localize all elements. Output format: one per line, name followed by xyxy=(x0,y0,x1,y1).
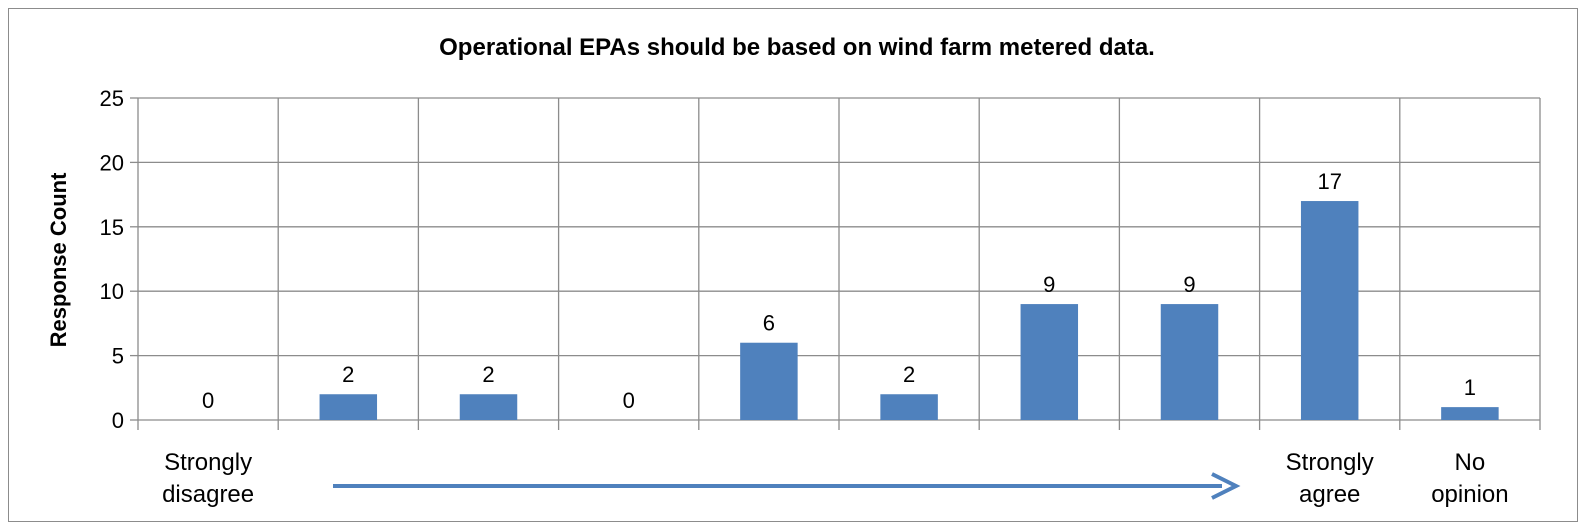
y-tick-label: 20 xyxy=(100,150,124,175)
data-label: 2 xyxy=(903,362,915,387)
arrow-head xyxy=(1211,472,1241,500)
bar xyxy=(1160,304,1219,420)
y-tick-label: 10 xyxy=(100,279,124,304)
data-label: 6 xyxy=(763,311,775,336)
data-label: 17 xyxy=(1317,169,1341,194)
category-label: Strongly agree xyxy=(1286,449,1374,508)
category-label: Strongly disagree xyxy=(162,449,254,508)
y-tick-label: 25 xyxy=(100,86,124,111)
data-label: 2 xyxy=(482,362,494,387)
category-labels: Strongly disagree Strongly agree No opinion xyxy=(162,449,1509,508)
bar xyxy=(459,394,518,420)
data-label: 1 xyxy=(1464,375,1476,400)
bar xyxy=(319,394,378,420)
bar xyxy=(1300,201,1359,420)
y-tick-label: 0 xyxy=(112,408,124,433)
scale-arrow xyxy=(333,472,1241,500)
data-label: 0 xyxy=(623,388,635,413)
chart-title: Operational EPAs should be based on wind… xyxy=(439,34,1155,61)
data-label: 9 xyxy=(1043,272,1055,297)
bar xyxy=(1441,407,1499,420)
bar xyxy=(740,342,798,420)
data-label: 9 xyxy=(1183,272,1195,297)
data-label: 0 xyxy=(202,388,214,413)
data-labels: 0 2 2 0 6 2 9 9 17 1 xyxy=(202,169,1476,413)
bar xyxy=(1020,304,1079,420)
y-tick-label: 5 xyxy=(112,344,124,369)
y-axis-label: Response Count xyxy=(46,172,71,347)
category-label: No opinion xyxy=(1431,449,1508,508)
y-tick-label: 15 xyxy=(100,215,124,240)
data-label: 2 xyxy=(342,362,354,387)
bar xyxy=(880,394,938,420)
bars xyxy=(319,201,1499,420)
y-axis-ticks: 0 5 10 15 20 25 xyxy=(100,86,124,433)
